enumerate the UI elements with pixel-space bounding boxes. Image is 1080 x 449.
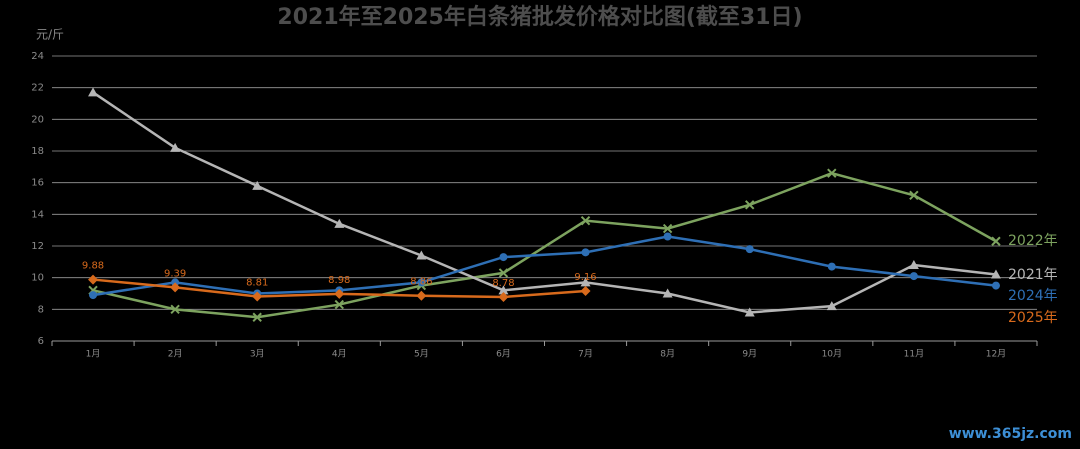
y-tick-label: 6 — [38, 336, 44, 347]
watermark: www.365jz.com — [949, 426, 1072, 442]
marker — [663, 232, 672, 241]
marker — [662, 288, 673, 298]
marker — [662, 223, 673, 234]
marker — [499, 253, 508, 262]
marker — [580, 285, 591, 296]
marker — [252, 291, 263, 302]
marker — [170, 282, 181, 293]
marker — [334, 299, 344, 310]
y-tick-label: 22 — [31, 83, 44, 94]
marker — [88, 87, 99, 97]
marker — [417, 278, 426, 287]
marker — [909, 190, 919, 201]
x-tick-label: 4月 — [332, 349, 347, 360]
marker — [826, 301, 837, 311]
y-tick-label: 18 — [31, 146, 44, 157]
marker — [498, 291, 509, 302]
marker — [416, 290, 427, 301]
marker — [827, 168, 837, 178]
series-line — [92, 235, 997, 297]
x-tick-label: 2月 — [168, 349, 183, 360]
y-tick-label: 8 — [38, 304, 44, 315]
marker — [744, 307, 755, 317]
marker — [334, 288, 345, 299]
marker — [908, 260, 919, 269]
value-label: 8.86 — [410, 277, 432, 288]
x-tick-label: 8月 — [660, 349, 675, 360]
y-tick-label: 12 — [31, 241, 44, 252]
x-tick-label: 5月 — [414, 349, 429, 360]
y-tick-label: 10 — [31, 273, 44, 284]
legend-label: 2025年 — [1008, 310, 1058, 326]
marker — [745, 245, 754, 254]
value-label: 9.16 — [574, 272, 596, 283]
y-tick-label: 16 — [31, 178, 44, 189]
x-tick-label: 6月 — [496, 349, 511, 360]
marker — [252, 180, 263, 190]
x-tick-label: 1月 — [86, 349, 101, 360]
marker — [498, 285, 509, 295]
marker — [580, 277, 591, 287]
marker — [991, 236, 1001, 246]
marker — [990, 269, 1001, 279]
x-tick-label: 11月 — [904, 349, 924, 360]
marker — [252, 312, 262, 322]
x-tick-label: 3月 — [250, 349, 265, 360]
marker — [170, 142, 181, 152]
marker — [991, 281, 1000, 290]
marker — [909, 272, 918, 281]
marker — [334, 218, 345, 228]
marker — [88, 274, 99, 285]
y-tick-label: 24 — [31, 51, 44, 62]
legend-label: 2022年 — [1008, 233, 1058, 249]
marker — [827, 262, 836, 271]
marker — [89, 291, 98, 300]
value-label: 9.39 — [164, 268, 186, 279]
value-label: 8.81 — [246, 278, 268, 289]
y-axis-label: 元/斤 — [36, 28, 64, 42]
series-line — [92, 91, 997, 314]
series-line — [92, 171, 997, 319]
y-tick-label: 20 — [31, 114, 44, 125]
y-tick-label: 14 — [31, 209, 44, 220]
value-label: 8.78 — [492, 278, 514, 289]
legend-label: 2024年 — [1008, 288, 1058, 304]
legend-label: 2021年 — [1008, 267, 1058, 283]
chart-title: 2021年至2025年白条猪批发价格对比图(截至31日) — [277, 4, 802, 30]
marker — [580, 215, 591, 226]
value-label: 9.88 — [82, 261, 104, 272]
marker — [498, 268, 509, 278]
marker — [170, 304, 180, 315]
x-tick-label: 7月 — [578, 349, 593, 360]
x-tick-label: 10月 — [822, 349, 842, 360]
value-label: 8.98 — [328, 275, 350, 286]
marker — [416, 250, 427, 260]
x-tick-label: 12月 — [986, 349, 1006, 360]
marker — [581, 248, 590, 257]
marker — [745, 200, 755, 210]
x-tick-label: 9月 — [742, 349, 757, 360]
